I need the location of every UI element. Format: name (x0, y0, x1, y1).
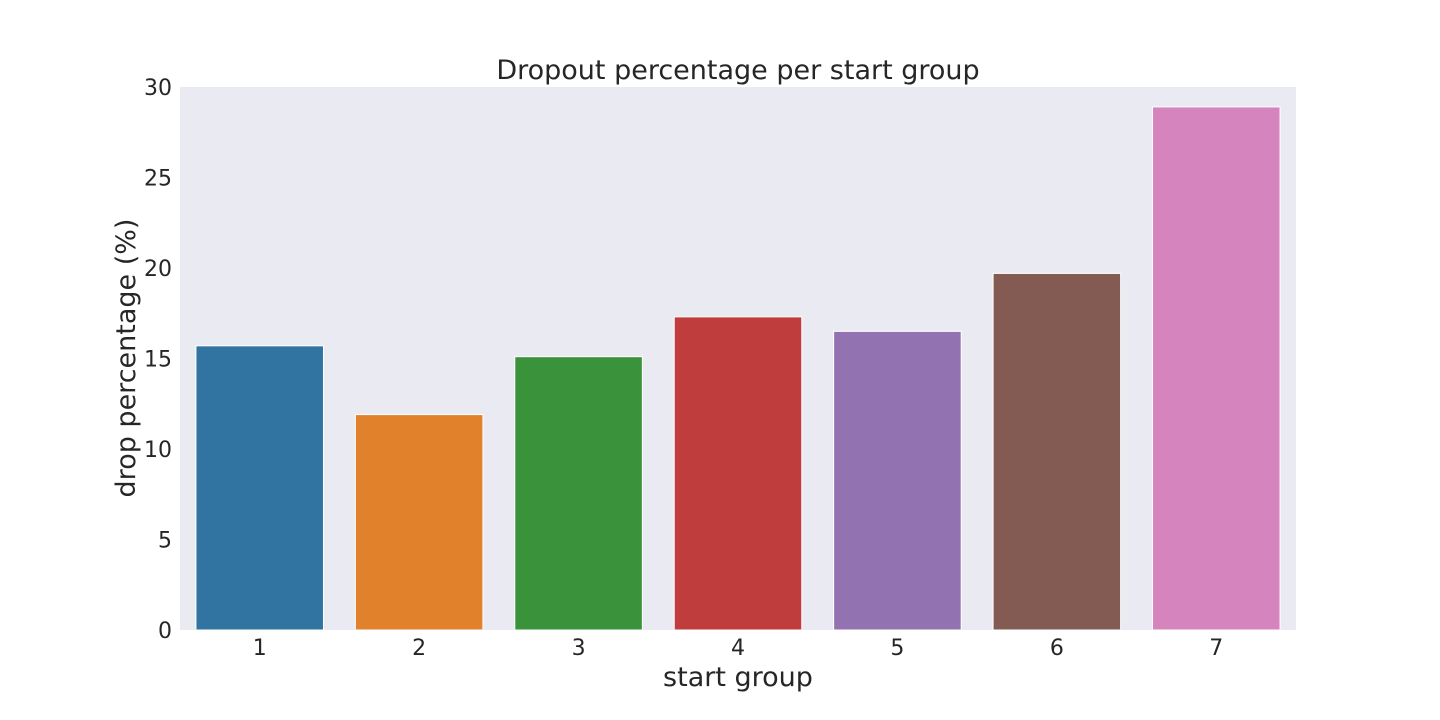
bar-group-6 (992, 272, 1122, 631)
x-axis-label: start group (663, 662, 813, 693)
x-tick-label: 5 (890, 636, 904, 661)
x-tick-labels: 1 2 3 4 5 6 7 (253, 636, 1224, 661)
chart-title: Dropout percentage per start group (496, 55, 979, 86)
y-tick-label: 25 (144, 167, 172, 192)
y-tick-label: 5 (158, 529, 172, 554)
x-tick-label: 7 (1209, 636, 1223, 661)
x-tick-label: 6 (1050, 636, 1064, 661)
y-tick-label: 30 (144, 76, 172, 101)
bar-group-2 (354, 414, 484, 631)
y-tick-label: 0 (158, 619, 172, 644)
bar-group-3 (514, 356, 643, 631)
y-tick-labels: 0 5 10 15 20 25 30 (144, 76, 172, 644)
y-tick-label: 10 (144, 438, 172, 463)
bar-group-1 (195, 345, 324, 631)
bar-group-4 (673, 316, 803, 631)
bar-group-5 (833, 330, 962, 631)
y-axis-label: drop percentage (%) (111, 219, 142, 498)
x-tick-label: 3 (572, 636, 586, 661)
x-tick-label: 1 (253, 636, 267, 661)
y-tick-label: 20 (144, 257, 172, 282)
x-tick-label: 4 (731, 636, 745, 661)
x-tick-label: 2 (412, 636, 426, 661)
bars-group (195, 106, 1281, 631)
bar-group-7 (1152, 106, 1281, 631)
y-tick-label: 15 (144, 348, 172, 373)
